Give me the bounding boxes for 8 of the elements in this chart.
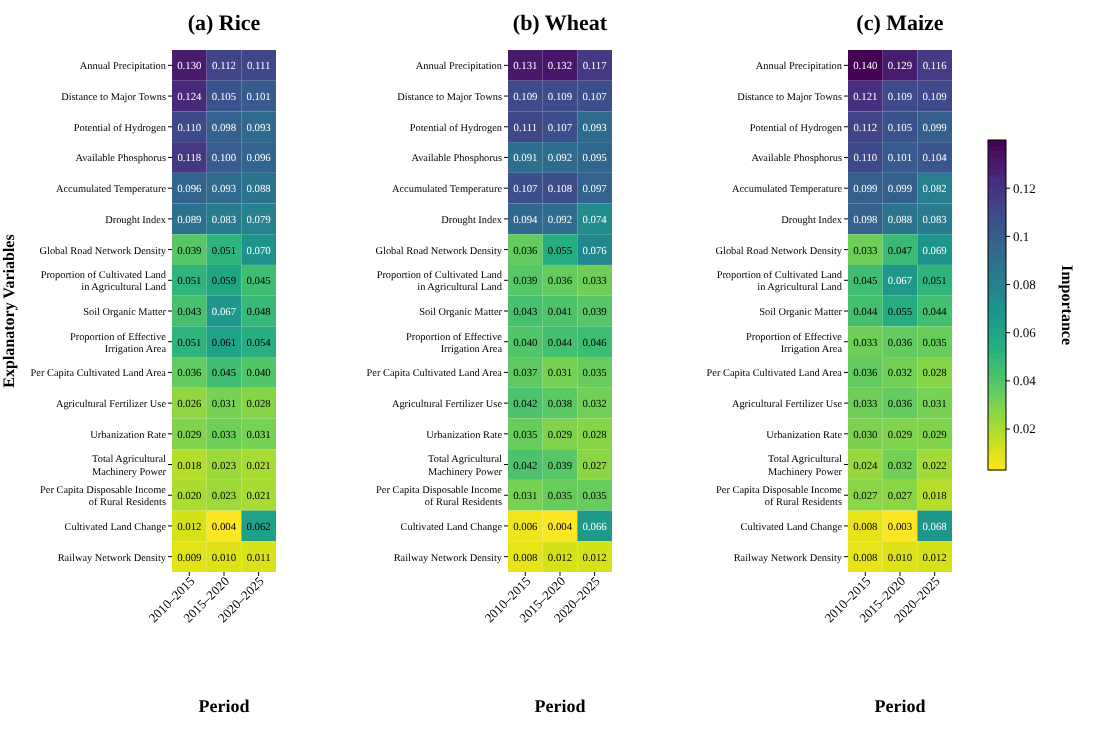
x-axis-title: Period: [198, 696, 250, 716]
x-axis-title: Period: [534, 696, 586, 716]
y-axis-title: Explanatory Variables: [0, 234, 18, 388]
chart-title: (c) Maize: [856, 12, 944, 36]
chart-title: (a) Rice: [187, 12, 261, 36]
color-bar-title: Importance: [1058, 265, 1076, 346]
x-axis-title: Period: [874, 696, 926, 716]
chart-title: (b) Wheat: [512, 12, 608, 36]
